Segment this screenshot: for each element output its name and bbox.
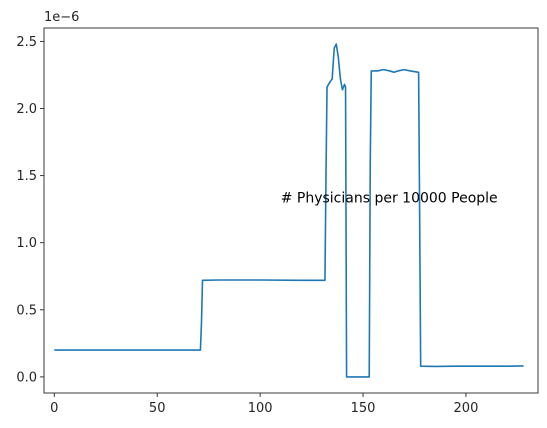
y-tick-label: 0.0	[16, 370, 37, 385]
x-axis: 0 50 100 150 200	[50, 393, 478, 416]
y-tick-label: 0.5	[16, 303, 37, 318]
y-axis: 0.0 0.5 1.0 1.5 2.0 2.5	[16, 35, 44, 385]
plot-area-border	[43, 27, 539, 394]
y-tick-label: 1.0	[16, 236, 37, 251]
y-tick-label: 1.5	[16, 169, 37, 184]
x-tick-label: 50	[149, 401, 166, 416]
axes-frame	[43, 27, 539, 394]
y-tick-label: 2.5	[16, 35, 37, 50]
x-tick-label: 150	[351, 401, 376, 416]
series-line	[54, 43, 524, 378]
y-tick-label: 2.0	[16, 102, 37, 117]
x-tick-label: 100	[248, 401, 273, 416]
x-tick-label: 0	[50, 401, 58, 416]
y-axis-offset-label: 1e−6	[44, 10, 79, 25]
chart-annotation: # Physicians per 10000 People	[281, 190, 498, 206]
x-tick-label: 200	[454, 401, 479, 416]
series-layer	[54, 43, 524, 378]
